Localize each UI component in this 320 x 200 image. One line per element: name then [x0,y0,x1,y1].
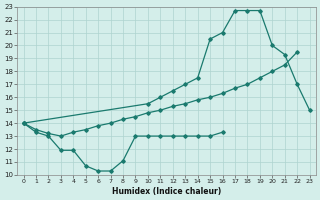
X-axis label: Humidex (Indice chaleur): Humidex (Indice chaleur) [112,187,221,196]
